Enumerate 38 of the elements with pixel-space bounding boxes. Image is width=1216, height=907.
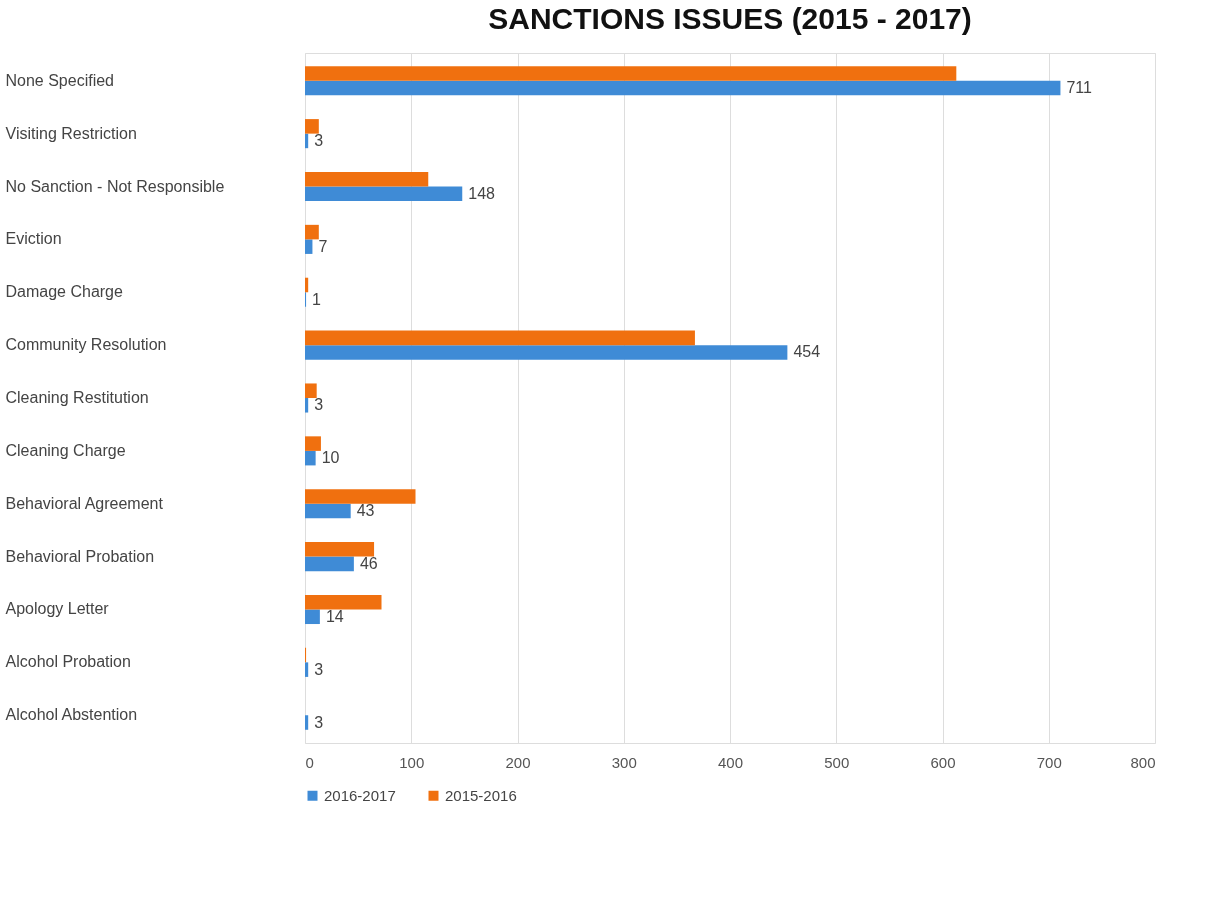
data-label: 3 <box>314 660 324 678</box>
y-tick-label: Visiting Restriction <box>5 124 137 142</box>
y-tick-label: Community Resolution <box>5 336 167 354</box>
data-label: 3 <box>314 396 324 414</box>
y-tick-label: No Sanction - Not Responsible <box>5 177 225 195</box>
y-tick-label: Alcohol Probation <box>5 653 131 671</box>
x-tick-label: 700 <box>1036 753 1062 771</box>
data-label: 43 <box>356 502 375 520</box>
legend-label: 2016-2017 <box>324 786 396 804</box>
x-tick-label: 600 <box>930 753 956 771</box>
y-tick-label: Eviction <box>5 230 62 248</box>
y-tick-label: Cleaning Restitution <box>5 389 149 406</box>
data-label: 3 <box>314 713 324 731</box>
data-label: 10 <box>321 449 340 467</box>
x-tick-label: 400 <box>717 753 744 771</box>
x-tick-label: 200 <box>505 753 531 771</box>
chart-title: SANCTIONS ISSUES (2015 - 2017) <box>488 2 972 35</box>
data-label: 1 <box>312 290 322 308</box>
y-tick-label: Cleaning Charge <box>5 441 126 459</box>
data-label: 454 <box>793 343 821 361</box>
y-tick-label: Damage Charge <box>5 283 123 301</box>
y-tick-label: Apology Letter <box>5 600 110 618</box>
data-label: 14 <box>325 607 344 625</box>
x-tick-label: 100 <box>399 753 425 771</box>
x-tick-label: 0 <box>305 753 314 771</box>
x-tick-label: 800 <box>1130 753 1156 771</box>
x-tick-label: 500 <box>824 753 850 771</box>
y-tick-label: None Specified <box>5 71 115 89</box>
data-label: 7 <box>318 237 328 255</box>
data-label: 46 <box>359 554 378 572</box>
x-tick-label: 300 <box>611 753 637 771</box>
legend-label: 2015-2016 <box>445 786 517 804</box>
data-label: 148 <box>468 184 496 202</box>
y-tick-label: Behavioral Probation <box>5 547 155 565</box>
y-tick-label: Behavioral Agreement <box>5 494 164 512</box>
data-label: 3 <box>314 131 324 149</box>
data-label: 711 <box>1066 79 1093 97</box>
y-tick-label: Alcohol Abstention <box>5 706 138 724</box>
